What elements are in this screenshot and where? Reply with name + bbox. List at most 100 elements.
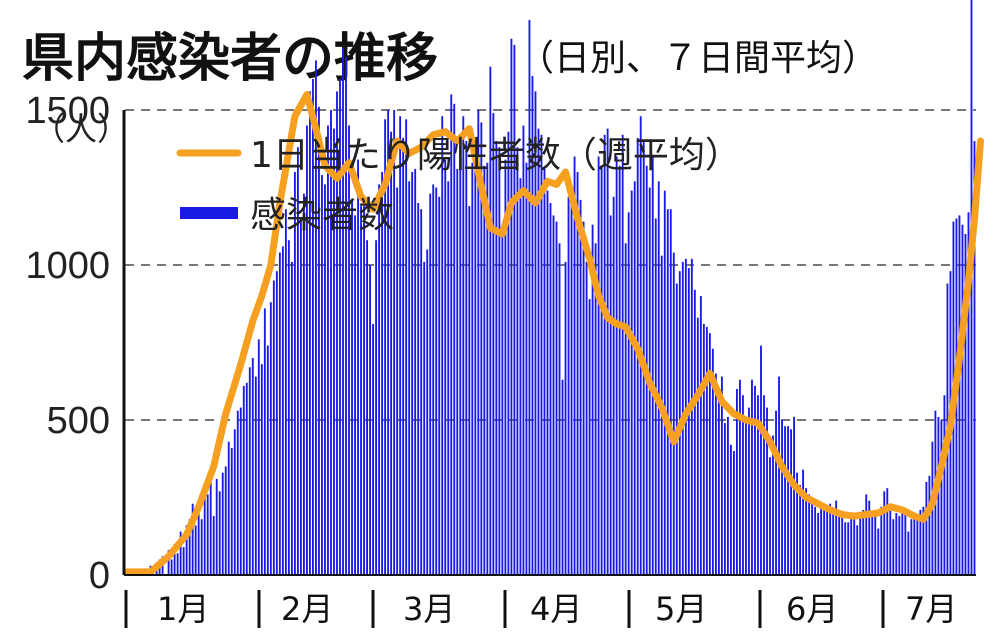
daily-case-bar: [486, 162, 489, 575]
daily-case-bar: [733, 451, 735, 575]
grid-lines: [125, 109, 976, 421]
daily-case-bar: [302, 193, 305, 575]
legend-swatch-cases: [180, 207, 238, 219]
daily-case-bar: [726, 416, 729, 575]
daily-case-bar: [672, 252, 675, 575]
daily-case-bar: [167, 550, 170, 575]
daily-case-bar: [582, 221, 585, 575]
weekly-average-line: [123, 91, 984, 576]
daily-case-bar: [573, 156, 576, 575]
daily-case-bar: [570, 187, 573, 575]
daily-case-bar: [585, 261, 588, 575]
daily-case-bar: [293, 172, 296, 575]
daily-case-bar: [336, 91, 338, 576]
daily-case-bar: [360, 206, 362, 575]
daily-case-bar: [967, 212, 970, 576]
daily-case-bar: [579, 199, 582, 575]
daily-case-bar: [299, 218, 302, 575]
daily-case-bar: [793, 416, 795, 575]
daily-case-bar: [441, 116, 444, 575]
daily-case-bar: [272, 280, 275, 575]
month-label: 7月: [905, 590, 957, 628]
daily-case-bar: [543, 168, 546, 575]
daily-case-bar: [194, 525, 197, 575]
daily-case-bar: [498, 147, 501, 575]
month-label: 3月: [403, 590, 455, 628]
daily-case-bar: [549, 203, 552, 575]
daily-case-bar: [841, 513, 844, 575]
daily-case-bar: [823, 503, 826, 575]
daily-case-bar: [591, 224, 594, 575]
daily-case-bar: [474, 144, 477, 575]
daily-case-bar: [970, 0, 973, 576]
daily-case-bar: [176, 553, 179, 575]
daily-case-bar: [916, 519, 919, 575]
daily-case-bar: [808, 494, 811, 575]
daily-case-bar: [729, 444, 732, 575]
daily-case-bar: [179, 531, 182, 575]
daily-case-bar: [546, 190, 549, 575]
daily-case-bar: [826, 509, 829, 575]
x-axis-months: 1月 2月 3月 4月 5月 6月 7月: [124, 590, 957, 628]
daily-case-bar: [907, 531, 910, 575]
daily-case-bar: [170, 559, 173, 575]
y-tick-label: 1000: [25, 245, 110, 287]
daily-case-bar: [606, 128, 609, 575]
daily-case-bar: [856, 525, 859, 575]
daily-case-bar: [576, 172, 579, 575]
daily-case-bar: [772, 435, 774, 575]
weekly-average-line-path: [123, 91, 984, 576]
daily-case-bar: [278, 252, 281, 575]
daily-case-bar: [552, 215, 555, 575]
daily-case-bar: [702, 323, 705, 575]
daily-case-bar: [940, 420, 943, 575]
daily-case-bar: [763, 395, 765, 575]
daily-case-bar: [212, 516, 215, 575]
daily-case-bar: [173, 544, 176, 575]
month-label: 6月: [786, 590, 838, 628]
daily-case-bar: [627, 212, 630, 576]
daily-case-bar: [630, 190, 633, 575]
daily-case-bar: [444, 159, 447, 575]
daily-case-bar: [230, 447, 233, 575]
daily-case-bar: [435, 187, 438, 575]
daily-case-bar: [483, 165, 486, 576]
daily-case-bar: [633, 181, 636, 576]
daily-case-bar: [787, 426, 789, 575]
daily-case-bar: [429, 193, 432, 575]
daily-case-bar: [720, 376, 723, 575]
daily-case-bar: [705, 327, 708, 575]
daily-case-bar: [257, 339, 260, 575]
daily-case-bar: [287, 240, 290, 575]
daily-case-bar: [742, 395, 744, 575]
daily-case-bar: [874, 513, 877, 575]
daily-case-bar: [862, 509, 865, 575]
daily-case-bar: [227, 441, 230, 575]
daily-case-bar: [805, 488, 808, 575]
daily-case-bar: [717, 401, 720, 575]
daily-case-bar: [784, 426, 786, 575]
daily-case-bar: [603, 134, 606, 576]
daily-case-bar: [462, 116, 465, 575]
daily-case-bar: [796, 472, 799, 575]
daily-case-bar: [254, 376, 257, 575]
daily-case-bar: [516, 147, 519, 575]
daily-case-bar: [651, 156, 654, 575]
daily-case-bar: [781, 420, 783, 575]
daily-case-bar: [390, 131, 393, 575]
daily-case-bar: [200, 519, 203, 575]
daily-case-bar: [185, 525, 188, 575]
daily-case-bar: [913, 516, 916, 575]
daily-case-bar: [919, 509, 922, 575]
daily-case-bar: [618, 165, 621, 576]
daily-case-bar: [456, 168, 459, 575]
daily-case-bar: [366, 240, 368, 575]
month-label: 2月: [281, 590, 333, 628]
daily-case-bar: [751, 379, 753, 575]
daily-case-bar: [387, 110, 390, 575]
daily-case-bar: [354, 215, 356, 575]
daily-case-bar: [489, 66, 492, 575]
daily-case-bar: [624, 243, 627, 576]
daily-case-bar: [375, 240, 378, 575]
